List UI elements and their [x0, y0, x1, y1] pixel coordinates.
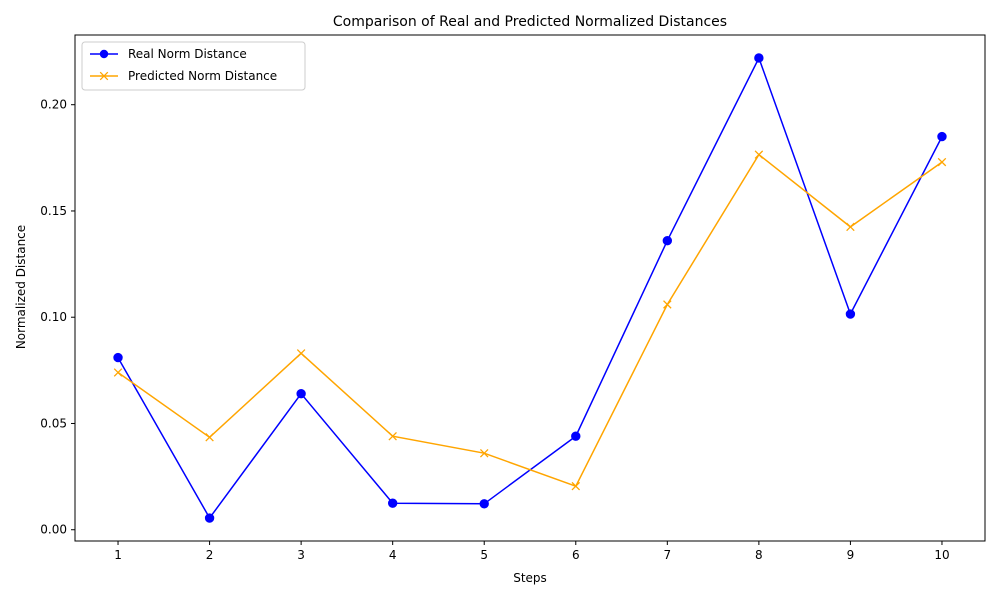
legend-label: Predicted Norm Distance: [128, 69, 277, 83]
data-point: [937, 157, 947, 167]
data-point: [387, 498, 398, 508]
data-point: [113, 352, 123, 363]
data-point: [113, 368, 123, 377]
data-point: [296, 389, 306, 399]
y-tick-label: 0.20: [40, 98, 67, 112]
data-point: [296, 349, 306, 358]
x-tick-label: 1: [114, 548, 122, 562]
data-point: [846, 222, 855, 232]
x-tick-label: 10: [934, 548, 949, 562]
data-point: [937, 131, 947, 142]
x-tick-label: 9: [847, 548, 855, 562]
x-tick-label: 5: [480, 548, 488, 562]
legend: Real Norm Distance Predicted Norm Distanc…: [81, 41, 306, 91]
axes-frame: [74, 34, 986, 542]
data-point: [754, 53, 764, 63]
x-tick-label: 2: [206, 548, 214, 562]
data-point: [479, 499, 489, 509]
x-tick-label: 8: [755, 548, 763, 562]
data-point: [479, 448, 489, 458]
x-tick-label: 7: [664, 548, 672, 562]
x-tick-label: 4: [389, 548, 397, 562]
y-tick-label: 0.05: [40, 416, 67, 430]
legend-item-1: Real Norm Distance: [90, 47, 247, 61]
data-point: [571, 481, 581, 491]
data-point: [845, 309, 856, 319]
data-point: [662, 236, 673, 246]
legend-item-2: Predicted Norm Distance: [90, 69, 277, 83]
data-point: [663, 300, 672, 309]
axes: 1 2 3 4 5 6 7 8 9 10 0.00 0.05 0.10 0.15 0.20: [40, 34, 986, 562]
legend-marker: [99, 49, 109, 59]
y-axis-label: Normalized Distance: [14, 225, 28, 349]
x-tick-label: 6: [572, 548, 580, 562]
y-tick-label: 0.10: [40, 310, 67, 324]
plot-area: [113, 53, 947, 523]
y-tick-label: 0.00: [40, 523, 67, 537]
legend-label: Real Norm Distance: [128, 47, 247, 61]
legend-box: [81, 41, 306, 91]
data-point: [571, 431, 581, 441]
data-point: [204, 513, 215, 523]
chart-title: Comparison of Real and Predicted Normali…: [333, 14, 727, 30]
series-line-2: [117, 153, 943, 488]
series-2: [113, 150, 947, 491]
data-point: [205, 433, 214, 442]
x-axis-label: Steps: [513, 571, 547, 585]
data-point: [754, 150, 764, 159]
legend-marker: [99, 71, 109, 81]
series-line-1: [117, 56, 943, 520]
data-point: [388, 431, 397, 441]
y-tick-label: 0.15: [40, 204, 67, 218]
series-1: [113, 53, 947, 523]
x-tick-label: 3: [297, 548, 305, 562]
